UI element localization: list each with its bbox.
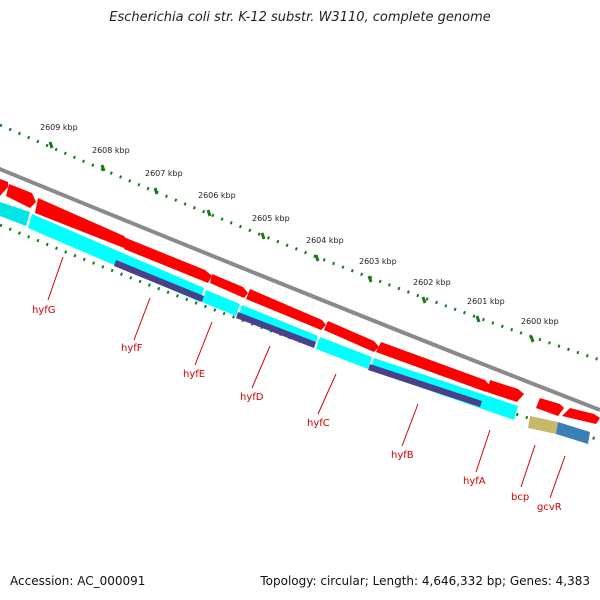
- ruler-tick-label: 2602 kbp: [413, 278, 451, 287]
- ruler-tickmarks: [48, 141, 535, 343]
- gene-label-hyfc[interactable]: hyfC: [307, 418, 330, 429]
- gene-block[interactable]: [536, 398, 564, 416]
- operon-bar: [368, 364, 482, 407]
- ruler-tick-label: 2600 kbp: [521, 317, 559, 326]
- gene-label-hyfd[interactable]: hyfD: [240, 392, 264, 403]
- ruler-tick-label: 2603 kbp: [359, 257, 397, 266]
- ruler-tick-mark: [48, 141, 54, 149]
- gene-bcp-box[interactable]: [528, 416, 558, 434]
- gene-leaders: [47, 256, 566, 499]
- ruler-tick-mark: [100, 164, 106, 172]
- ruler-labels: 2609 kbp 2608 kbp 2607 kbp 2606 kbp 2605 kbp…: [40, 123, 559, 326]
- backbone-line: [0, 166, 600, 412]
- ruler-tick-label: 2608 kbp: [92, 146, 130, 155]
- gene-block[interactable]: [124, 238, 212, 283]
- ruler-tick-label: 2604 kbp: [306, 236, 344, 245]
- gene-block[interactable]: [0, 179, 8, 196]
- gene-label-hyfg[interactable]: hyfG: [32, 305, 56, 316]
- ruler-tick-mark: [153, 187, 159, 195]
- gene-block[interactable]: [376, 342, 492, 392]
- ruler-tick-mark: [206, 209, 212, 217]
- ruler-tick-mark: [475, 315, 481, 323]
- gene-label-bcp[interactable]: bcp: [511, 492, 529, 503]
- accession-text: Accession: AC_000091: [10, 574, 146, 588]
- gene-block[interactable]: [0, 202, 30, 226]
- ruler-tick-mark: [260, 232, 266, 240]
- gene-label-hyfa[interactable]: hyfA: [463, 476, 486, 487]
- ruler-tick-label: 2607 kbp: [145, 169, 183, 178]
- forward-genes: [0, 179, 600, 424]
- operon-bar: [114, 260, 204, 302]
- gene-label-hyfb[interactable]: hyfB: [391, 450, 414, 461]
- gene-block[interactable]: [316, 337, 372, 369]
- gene-label-gcvr[interactable]: gcvR: [537, 502, 562, 513]
- ruler-tick-label: 2609 kbp: [40, 123, 78, 132]
- gene-block[interactable]: [487, 380, 524, 402]
- gene-block[interactable]: [210, 274, 248, 298]
- operon-bars: [114, 260, 482, 407]
- ruler-tick-mark: [314, 254, 320, 262]
- gene-block[interactable]: [6, 184, 36, 208]
- gene-block[interactable]: [202, 290, 240, 316]
- topology-text: Topology: circular; Length: 4,646,332 bp…: [260, 574, 590, 588]
- gene-block[interactable]: [562, 408, 600, 424]
- ruler-tick-mark: [421, 296, 427, 304]
- gene-block[interactable]: [35, 198, 128, 248]
- operon-bar: [236, 312, 316, 348]
- ruler-tick-label: 2605 kbp: [252, 214, 290, 223]
- gene-block[interactable]: [324, 321, 379, 352]
- ruler-tick-label: 2601 kbp: [467, 297, 505, 306]
- ruler-tick-label: 2606 kbp: [198, 191, 236, 200]
- map-title: Escherichia coli str. K-12 substr. W3110…: [109, 10, 491, 25]
- gene-block[interactable]: [246, 289, 326, 330]
- ruler-tick-mark: [529, 335, 535, 343]
- gene-label-hyff[interactable]: hyfF: [121, 343, 143, 354]
- ruler-tick-mark: [367, 275, 373, 283]
- gene-gcvr-box[interactable]: [556, 422, 590, 444]
- gene-label-hyfe[interactable]: hyfE: [183, 369, 205, 380]
